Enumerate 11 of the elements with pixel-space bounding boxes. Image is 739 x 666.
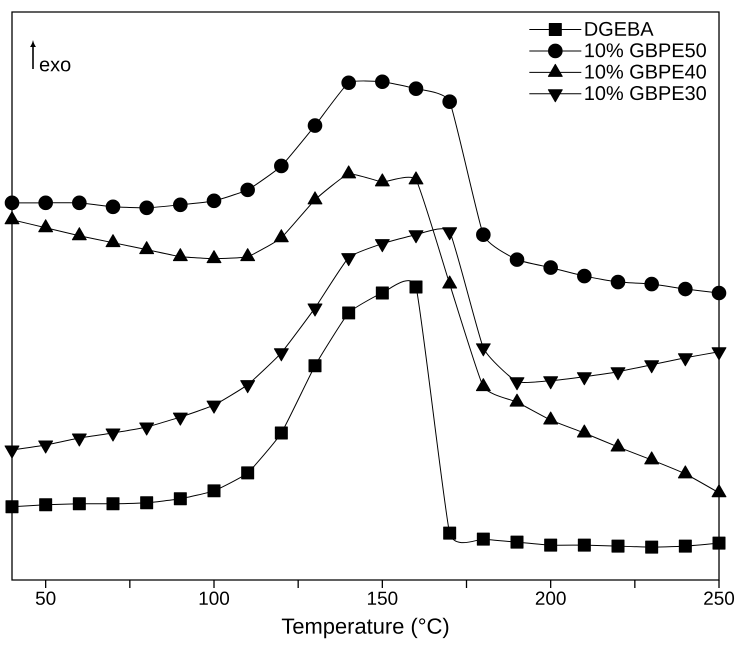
x-tick-label: 150: [368, 592, 398, 605]
text: exo: [40, 60, 70, 72]
x-tick-label: 100: [200, 592, 230, 605]
x-tick-label: 250: [704, 592, 734, 605]
legend-label: DGEBA: [585, 22, 654, 36]
x-tick-label: 200: [536, 592, 566, 605]
legend-label: 10% GBPE30: [585, 86, 706, 100]
x-axis-title: Temperature (°C): [282, 618, 448, 638]
x-tick-label: 50: [36, 592, 56, 605]
legend-label: 10% GBPE40: [585, 64, 706, 79]
legend-label: 10% GBPE50: [585, 43, 706, 58]
